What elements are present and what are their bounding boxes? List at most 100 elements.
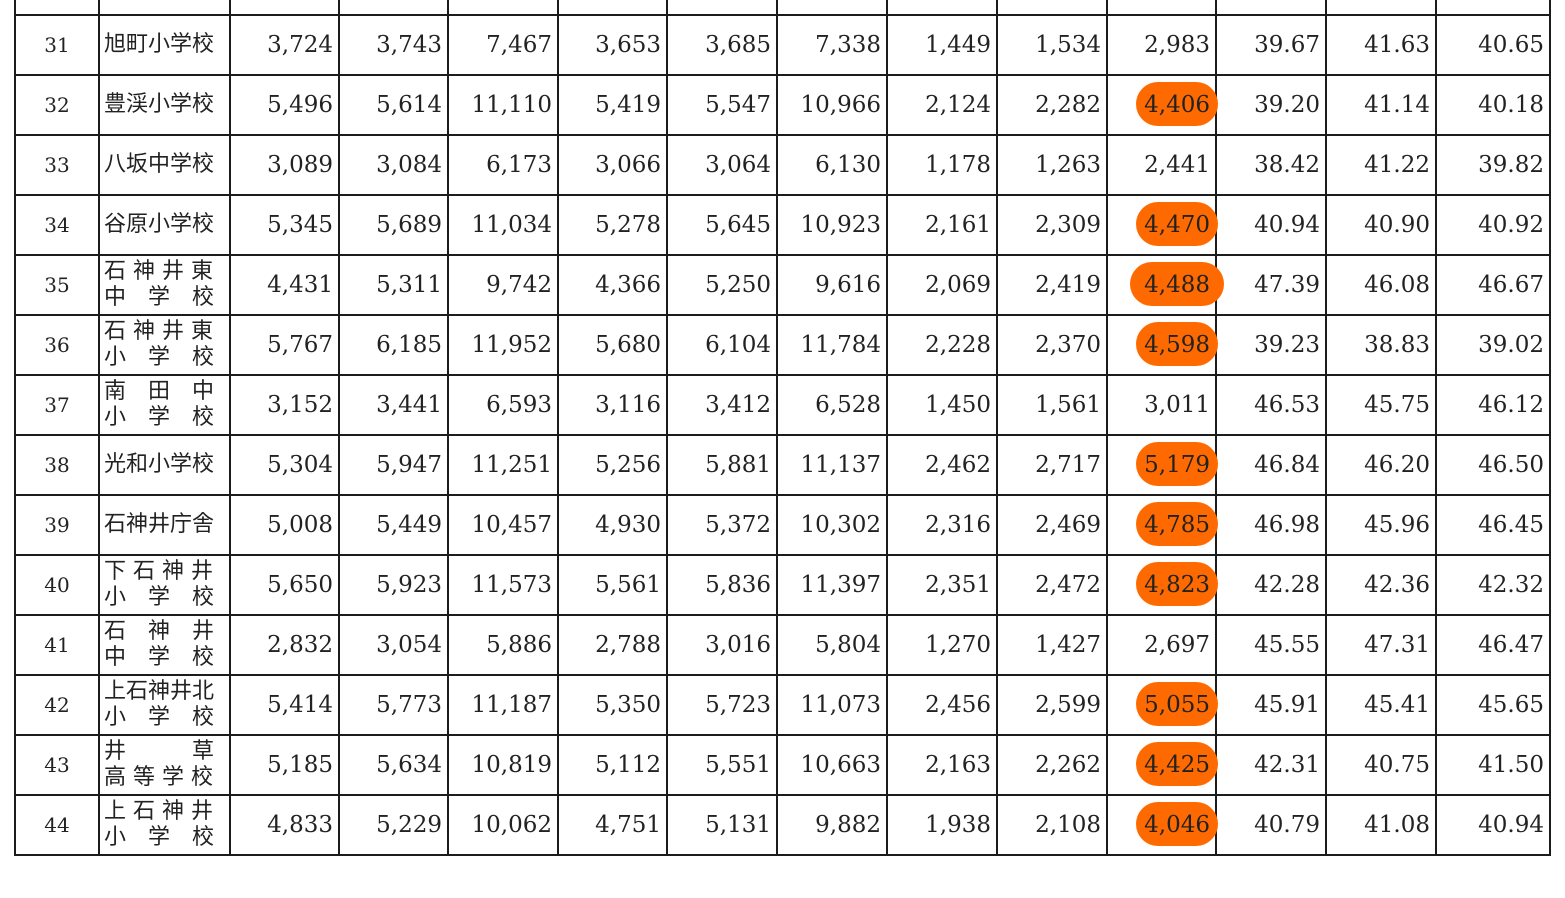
value-text: 6,173 xyxy=(486,152,552,178)
value-text: 11,397 xyxy=(800,572,881,598)
value-cell: 2,124 xyxy=(886,74,998,136)
value-text: 5,304 xyxy=(267,452,333,478)
value-text: 46.12 xyxy=(1478,392,1544,418)
value-text: 5,414 xyxy=(267,692,333,718)
value-cell: 5,055 xyxy=(1106,674,1218,736)
value-text: 45.96 xyxy=(1364,512,1430,538)
value-cell: 2,228 xyxy=(886,314,998,376)
station-name: 旭町小学校 xyxy=(98,14,231,76)
value-cell: 46.67 xyxy=(1435,254,1551,316)
value-cell: 41.14 xyxy=(1325,74,1437,136)
value-text: 10,062 xyxy=(471,812,552,838)
value-cell: 40.92 xyxy=(1435,194,1551,256)
value-cell: 10,819 xyxy=(447,734,559,796)
highlighted-total: 4,425 xyxy=(1136,742,1218,786)
value-text: 11,251 xyxy=(471,452,552,478)
value-text: 11,573 xyxy=(471,572,552,598)
header-cell xyxy=(666,0,778,16)
station-name: 石 神 井中 学 校 xyxy=(98,614,231,676)
value-text: 1,534 xyxy=(1035,32,1101,58)
station-name-line: 旭町小学校 xyxy=(104,32,215,57)
value-cell: 46.20 xyxy=(1325,434,1437,496)
value-text: 10,663 xyxy=(800,752,881,778)
highlighted-total: 4,823 xyxy=(1136,562,1218,606)
value-text: 3,116 xyxy=(595,392,661,418)
value-cell: 41.08 xyxy=(1325,794,1437,856)
station-name-line: 石神井庁舎 xyxy=(104,512,215,537)
value-text: 5,551 xyxy=(705,752,771,778)
value-cell: 4,366 xyxy=(557,254,668,316)
value-cell: 42.28 xyxy=(1215,554,1327,616)
row-number: 33 xyxy=(14,134,100,196)
value-text: 3,441 xyxy=(376,392,442,418)
value-text: 5,723 xyxy=(705,692,771,718)
value-cell: 5,419 xyxy=(557,74,668,136)
station-name-line: 井 草 xyxy=(104,739,215,764)
value-text: 3,064 xyxy=(705,152,771,178)
value-text: 4,431 xyxy=(267,272,333,298)
value-cell: 5,680 xyxy=(557,314,668,376)
value-text: 47.31 xyxy=(1364,632,1430,658)
value-text: 5,881 xyxy=(705,452,771,478)
value-cell: 4,488 xyxy=(1106,254,1224,316)
value-cell: 3,064 xyxy=(666,134,778,196)
value-text: 2,697 xyxy=(1144,632,1210,658)
value-cell: 1,561 xyxy=(996,374,1108,436)
value-cell: 5,414 xyxy=(229,674,340,736)
value-text: 2,316 xyxy=(925,512,991,538)
value-text: 2,228 xyxy=(925,332,991,358)
polling-station-table: 31 旭町小学校 3,724 3,743 7,467 3,653 3,685 7,338 1,4… xyxy=(14,0,1551,856)
value-cell: 3,653 xyxy=(557,14,668,76)
row-number: 39 xyxy=(14,494,100,556)
value-text: 41.08 xyxy=(1364,812,1430,838)
value-text: 4,930 xyxy=(595,512,661,538)
value-text: 10,966 xyxy=(800,92,881,118)
highlighted-total: 4,488 xyxy=(1130,262,1224,306)
station-name-line: 谷原小学校 xyxy=(104,212,215,237)
value-text: 5,256 xyxy=(595,452,661,478)
value-text: 40.94 xyxy=(1478,812,1544,838)
station-name: 石 神 井 東小 学 校 xyxy=(98,314,231,376)
value-cell: 2,462 xyxy=(886,434,998,496)
value-cell: 5,350 xyxy=(557,674,668,736)
value-cell: 10,062 xyxy=(447,794,559,856)
value-cell: 2,441 xyxy=(1106,134,1217,196)
value-text: 1,561 xyxy=(1035,392,1101,418)
value-text: 2,161 xyxy=(925,212,991,238)
value-text: 45.75 xyxy=(1364,392,1430,418)
header-row-cutoff xyxy=(14,0,1551,16)
value-cell: 2,983 xyxy=(1106,14,1217,76)
value-text: 5,131 xyxy=(705,812,771,838)
value-text: 3,016 xyxy=(705,632,771,658)
value-cell: 2,717 xyxy=(996,434,1108,496)
value-cell: 2,697 xyxy=(1106,614,1217,676)
value-text: 5,229 xyxy=(376,812,442,838)
row-number: 34 xyxy=(14,194,100,256)
station-name: 石 神 井 東中 学 校 xyxy=(98,254,231,316)
value-cell: 5,496 xyxy=(229,74,340,136)
value-text: 11,110 xyxy=(471,92,552,118)
value-cell: 11,784 xyxy=(776,314,888,376)
value-cell: 5,923 xyxy=(338,554,449,616)
value-cell: 45.41 xyxy=(1325,674,1437,736)
value-cell: 4,833 xyxy=(229,794,340,856)
value-cell: 4,598 xyxy=(1106,314,1218,376)
value-text: 5,645 xyxy=(705,212,771,238)
value-text: 40.94 xyxy=(1254,212,1320,238)
value-cell: 45.91 xyxy=(1215,674,1327,736)
value-cell: 46.08 xyxy=(1325,254,1437,316)
value-cell: 5,229 xyxy=(338,794,449,856)
value-text: 10,457 xyxy=(471,512,552,538)
value-text: 42.28 xyxy=(1254,572,1320,598)
value-cell: 46.47 xyxy=(1435,614,1551,676)
row-number: 37 xyxy=(14,374,100,436)
value-cell: 2,472 xyxy=(996,554,1108,616)
station-name-line: 石 神 井 東 xyxy=(104,259,213,284)
value-cell: 3,743 xyxy=(338,14,449,76)
value-cell: 3,011 xyxy=(1106,374,1217,436)
value-cell: 11,137 xyxy=(776,434,888,496)
value-cell: 2,262 xyxy=(996,734,1108,796)
value-cell: 11,573 xyxy=(447,554,559,616)
value-text: 2,370 xyxy=(1035,332,1101,358)
header-cell xyxy=(886,0,998,16)
